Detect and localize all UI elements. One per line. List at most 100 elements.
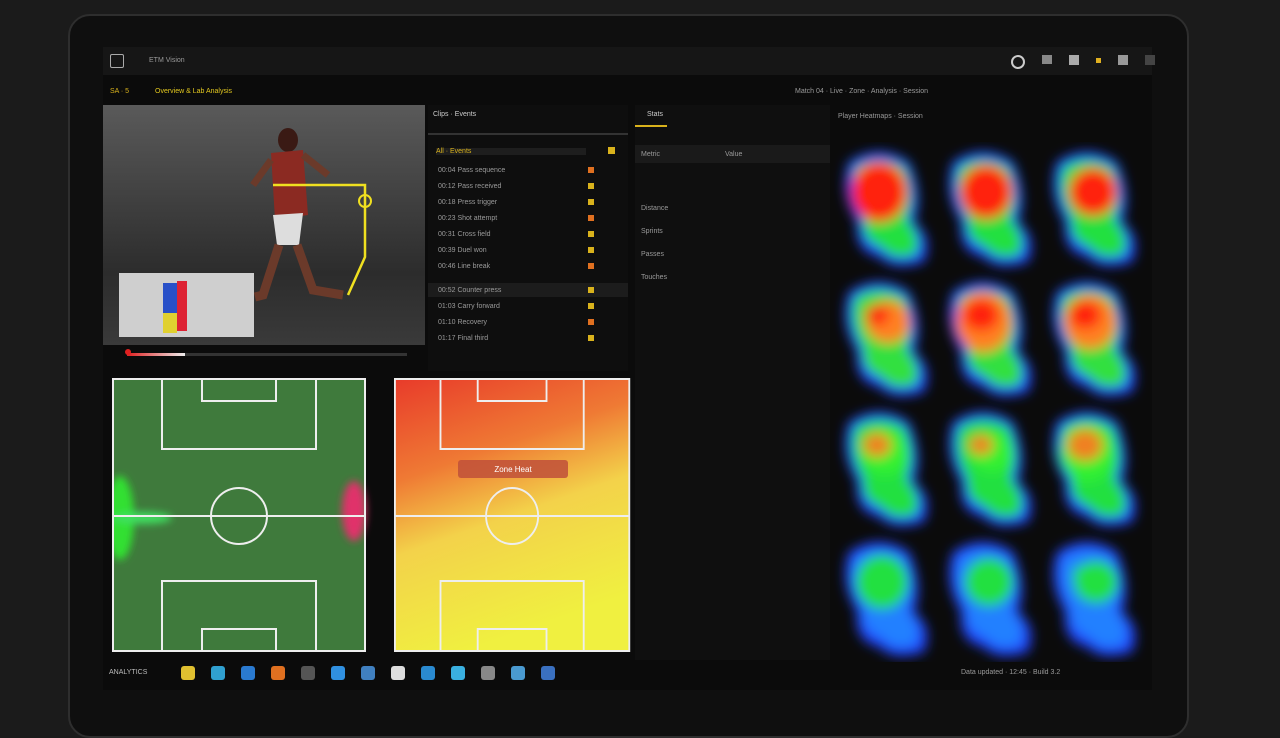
heat-blob [1067,429,1103,461]
clip-icon [588,167,594,173]
task-icon[interactable] [511,666,525,680]
heatmap [949,282,1032,396]
pitch-heat: Zone Heat [393,378,631,652]
stats-panel: Stats Metric Value Distance Sprints Passes… [635,105,830,660]
heatmap [1053,282,1136,396]
icon[interactable] [1096,58,1101,63]
heatmap [845,282,928,396]
clip-list: Clips · Events All · Events 00:04 Pass s… [428,105,628,371]
heatmap [949,152,1032,266]
clip-row[interactable]: 01:17 Final third [438,335,489,342]
status: Match 04 · Live · Zone · Analysis · Sess… [795,88,929,95]
stat-row: Passes [641,251,664,258]
clip-icon [588,231,594,237]
task-icon[interactable] [211,666,225,680]
icon[interactable] [1118,55,1128,65]
app-name: ETM Vision [149,57,185,64]
screen: ETM Vision SA · 5 Overview & Lab Analysi… [103,47,1155,690]
heatmap [845,152,928,266]
clip-icon [588,263,594,269]
top-bar: ETM Vision [103,47,1155,75]
task-icon[interactable] [301,666,315,680]
heatmap [1053,542,1136,656]
heat-blob [859,169,895,201]
heatmap [1053,152,1136,266]
task-icon[interactable] [421,666,435,680]
video-frame [250,128,372,302]
heat-blob [1073,565,1097,585]
heatmap-grid [845,152,1136,656]
stat-row: Touches [641,274,668,281]
pitches: Zone Heat [112,378,631,652]
heat-blob [963,299,999,331]
heatmap [1053,412,1136,526]
tab[interactable]: Overview & Lab Analysis [155,88,233,95]
clip-icon [588,183,594,189]
heat-blob [1069,301,1101,329]
list-filter[interactable]: All · Events [436,148,586,155]
video [103,105,425,345]
heatmap [949,412,1032,526]
logo [110,54,124,68]
clip-row[interactable]: 00:46 Line break [438,263,491,270]
heat-blob [1071,173,1099,197]
task-icon[interactable] [451,666,465,680]
stat-row: Sprints [641,228,663,235]
task-icon[interactable] [331,666,345,680]
inset-view [119,273,254,337]
heat-blob [967,563,995,587]
task-icon[interactable] [541,666,555,680]
pitch-formation [112,378,366,652]
clip-icon [588,319,594,325]
heat-blob [865,305,889,325]
taskbar: ANALYTICS Data updated · 12:45 · Build 3… [103,659,1152,687]
clip-row[interactable]: 00:52 Counter press [438,287,502,294]
clip-icon [588,335,594,341]
stat-row: Distance [641,205,669,212]
tab-id[interactable]: SA · 5 [110,88,130,95]
clip-icon [588,199,594,205]
clip-icon [588,303,594,309]
list-title: Clips · Events [433,111,477,118]
heat-blob [863,433,891,457]
clip-row[interactable]: 00:39 Duel won [438,247,487,254]
icon[interactable] [1042,55,1052,64]
task-icon[interactable] [241,666,255,680]
top-icons [1011,55,1155,69]
row-highlight [428,283,628,297]
col-head: Value [725,151,743,158]
clip-row[interactable]: 00:18 Press trigger [438,199,498,206]
icon[interactable] [1069,55,1079,65]
progress-track[interactable] [127,353,407,356]
icon[interactable] [1145,55,1155,65]
task-icon[interactable] [361,666,375,680]
clip-icon [588,247,594,253]
clip-row[interactable]: 00:31 Cross field [438,231,491,238]
clip-row[interactable]: 00:12 Pass received [438,183,502,190]
record-dot [125,349,131,355]
clip-icon [588,287,594,293]
task-icon[interactable] [481,666,495,680]
heat-title: Player Heatmaps · Session [838,113,923,120]
heatmap [845,542,928,656]
taskbar-label: ANALYTICS [109,669,148,676]
clip-row[interactable]: 01:10 Recovery [438,319,488,326]
col-head: Metric [641,151,661,158]
footer: Data updated · 12:45 · Build 3.2 [961,669,1061,676]
task-icon[interactable] [181,666,195,680]
clip-row[interactable]: 00:23 Shot attempt [438,215,498,222]
heat-blob [969,435,993,455]
task-icon[interactable] [271,666,285,680]
heatmap [845,412,928,526]
task-icon[interactable] [391,666,405,680]
heat-blob [861,561,893,589]
clip-row[interactable]: 00:04 Pass sequence [438,167,506,174]
pitch-label[interactable]: Zone Heat [494,465,532,474]
page: ETM Vision SA · 5 Overview & Lab Analysi… [68,14,1189,738]
clip-icon [588,215,594,221]
heat-blob [965,171,997,199]
icon[interactable] [1011,55,1025,69]
stats-tab[interactable]: Stats [647,111,663,118]
clip-row[interactable]: 01:03 Carry forward [438,303,500,310]
heatmap [949,542,1032,656]
